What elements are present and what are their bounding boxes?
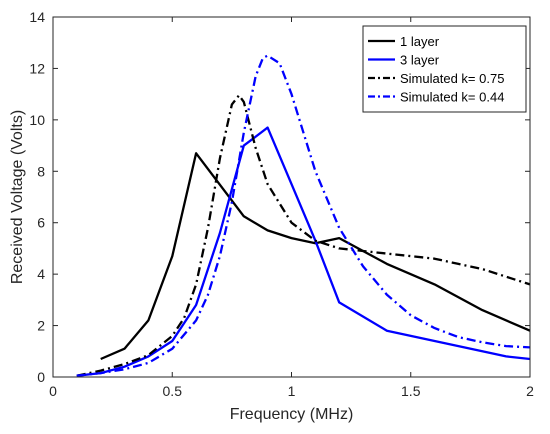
- legend-entry-label: 1 layer: [400, 34, 440, 49]
- legend-entry-label: Simulated k= 0.75: [400, 71, 504, 86]
- y-tick-label: 2: [37, 318, 45, 334]
- x-tick-label: 1.5: [401, 383, 421, 399]
- y-tick-label: 6: [37, 215, 45, 231]
- y-tick-labels: 0 2 4 6 8 10 12 14: [29, 9, 45, 385]
- x-tick-label: 1: [288, 383, 296, 399]
- series-line-3: [76, 94, 531, 377]
- y-tick-label: 0: [37, 369, 45, 385]
- series-line-2: [76, 126, 531, 377]
- series-line-1: [100, 152, 531, 361]
- y-tick-label: 8: [37, 163, 45, 179]
- x-tick-label: 0.5: [163, 383, 183, 399]
- y-axis-label: Received Voltage (Volts): [9, 110, 26, 284]
- legend-entry-label: Simulated k= 0.44: [400, 90, 504, 105]
- y-tick-label: 12: [29, 60, 45, 76]
- tick-marks: [52, 16, 531, 378]
- x-tick-labels: 0 0.5 1 1.5 2: [49, 383, 534, 399]
- x-axis-label: Frequency (MHz): [230, 406, 354, 423]
- y-tick-label: 14: [29, 9, 45, 25]
- y-tick-label: 10: [29, 112, 45, 128]
- legend: 1 layer 3 layer Simulated k= 0.75 Simulated…: [362, 25, 527, 113]
- series-lines: [76, 54, 531, 377]
- x-tick-label: 2: [526, 383, 534, 399]
- y-tick-label: 4: [37, 266, 45, 282]
- series-line-4: [76, 54, 531, 377]
- legend-entry-label: 3 layer: [400, 53, 440, 68]
- x-tick-label: 0: [49, 383, 57, 399]
